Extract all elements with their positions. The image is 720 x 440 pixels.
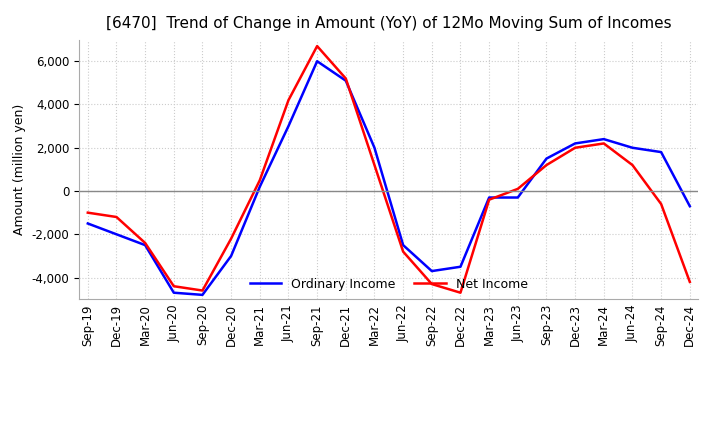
Ordinary Income [485, 195, 493, 200]
Net Income [513, 186, 522, 191]
Net Income [141, 240, 150, 246]
Net Income [198, 288, 207, 293]
Ordinary Income [312, 59, 321, 64]
Ordinary Income [112, 231, 121, 237]
Net Income [256, 178, 264, 183]
Ordinary Income [256, 184, 264, 189]
Net Income [284, 98, 293, 103]
Line: Ordinary Income: Ordinary Income [88, 61, 690, 295]
Net Income [312, 44, 321, 49]
Ordinary Income [399, 242, 408, 248]
Net Income [84, 210, 92, 215]
Ordinary Income [198, 292, 207, 297]
Ordinary Income [542, 156, 551, 161]
Ordinary Income [341, 78, 350, 83]
Ordinary Income [169, 290, 178, 295]
Net Income [600, 141, 608, 146]
Net Income [169, 284, 178, 289]
Ordinary Income [456, 264, 465, 269]
Ordinary Income [370, 145, 379, 150]
Net Income [657, 202, 665, 207]
Ordinary Income [628, 145, 636, 150]
Ordinary Income [657, 150, 665, 155]
Net Income [456, 290, 465, 295]
Net Income [370, 162, 379, 168]
Ordinary Income [84, 221, 92, 226]
Net Income [542, 162, 551, 168]
Net Income [628, 162, 636, 168]
Ordinary Income [571, 141, 580, 146]
Net Income [485, 197, 493, 202]
Ordinary Income [227, 253, 235, 259]
Legend: Ordinary Income, Net Income: Ordinary Income, Net Income [245, 272, 533, 296]
Net Income [685, 279, 694, 285]
Ordinary Income [284, 124, 293, 129]
Y-axis label: Amount (million yen): Amount (million yen) [13, 104, 26, 235]
Title: [6470]  Trend of Change in Amount (YoY) of 12Mo Moving Sum of Incomes: [6470] Trend of Change in Amount (YoY) o… [106, 16, 672, 32]
Net Income [112, 214, 121, 220]
Net Income [428, 282, 436, 287]
Ordinary Income [600, 136, 608, 142]
Ordinary Income [513, 195, 522, 200]
Net Income [571, 145, 580, 150]
Ordinary Income [685, 204, 694, 209]
Ordinary Income [141, 242, 150, 248]
Net Income [341, 76, 350, 81]
Ordinary Income [428, 268, 436, 274]
Net Income [227, 236, 235, 241]
Line: Net Income: Net Income [88, 46, 690, 293]
Net Income [399, 249, 408, 254]
